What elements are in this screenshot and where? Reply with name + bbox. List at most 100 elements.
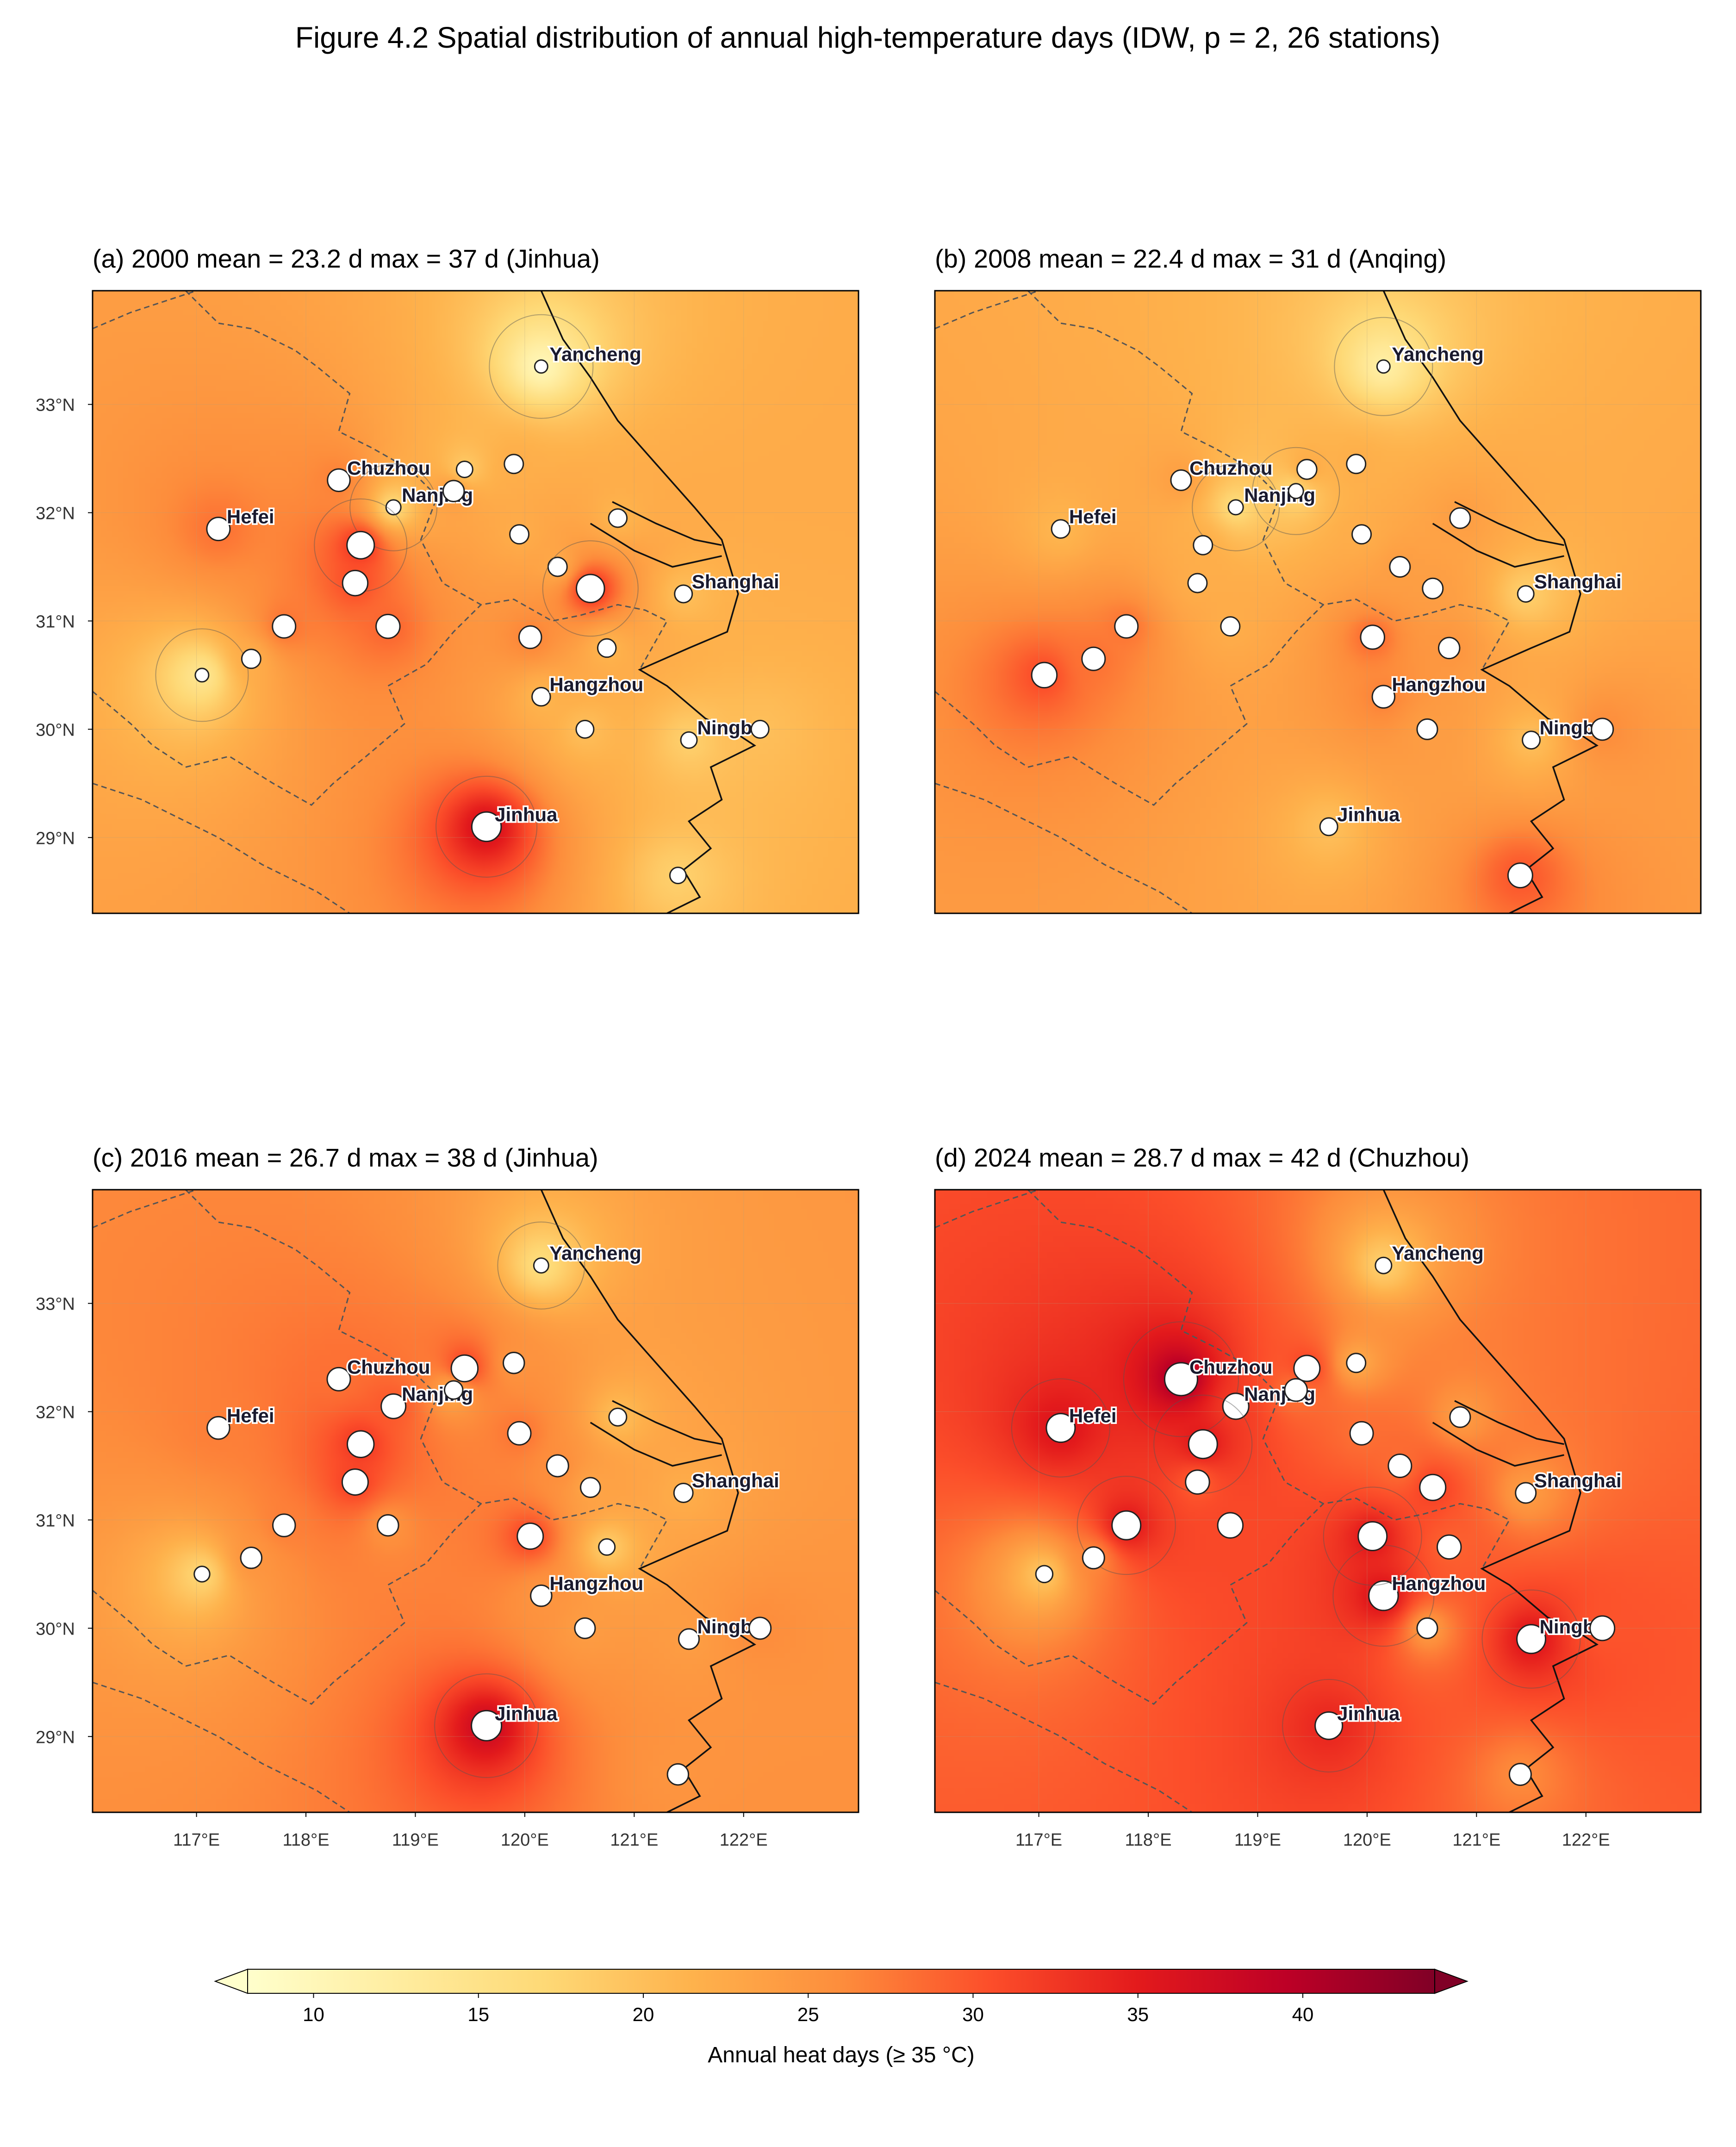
panels: (a) 2000 mean = 23.2 d max = 37 d (Jinhu… [36,244,1702,1850]
contour-ring [497,1221,585,1310]
station-marker [450,1354,479,1383]
station-label-hefei: Hefei [1069,1405,1117,1427]
yangtze-south-bank [1432,1422,1564,1467]
station-marker [443,1380,464,1400]
station-marker [1284,1378,1308,1402]
station-marker [673,1482,694,1503]
station-marker [1436,1534,1462,1560]
station-label-jinhua: Jinhua [1337,804,1400,825]
station-label-jinhua: Jinhua [495,804,558,825]
lon-tick-label: 121°E [1452,1830,1500,1850]
station-marker [327,468,351,493]
colorbar-tick-label: 40 [1292,2003,1314,2025]
station-marker [1419,1473,1447,1501]
station-label-hangzhou: Hangzhou [549,1573,643,1594]
station-marker [608,508,628,528]
station-marker [504,454,524,474]
station-marker [1035,1565,1054,1584]
contour-ring [436,775,538,878]
station-label-shanghai: Shanghai [1534,1470,1622,1492]
station-marker [1449,1406,1471,1428]
station-marker [1516,1624,1547,1654]
station-marker [680,731,698,749]
map-panel-c: (c) 2016 mean = 26.7 d max = 38 d (Jinhu… [36,1143,859,1850]
colorbar-min-extend [214,1968,248,1994]
station-marker [1288,483,1304,499]
station-label-chuzhou: Chuzhou [347,457,430,479]
station-marker [241,649,261,669]
station-marker [206,1416,230,1440]
colorbar-tick-label: 30 [962,2003,984,2025]
station-label-hefei: Hefei [227,506,274,528]
province-border [93,604,482,806]
station-marker [1296,459,1318,480]
station-label-jinhua: Jinhua [495,1703,558,1724]
station-marker [1227,499,1244,516]
colorbar-tick-label: 15 [467,2003,489,2025]
map-area-b: Yancheng Chuzhou Nanjing Hefei Shanghai Hangz… [935,291,1701,913]
station-label-yancheng: Yancheng [1392,343,1483,365]
map-area-c: YanchengChuzhouNanjingHefeiShanghaiHangz… [93,1190,859,1812]
lat-tick-label: 32°N [36,1403,75,1423]
station-marker [1376,359,1391,374]
station-marker [1522,730,1541,750]
coastline [1382,291,1599,913]
contour-ring [1011,1378,1110,1478]
lon-tick-label: 122°E [720,1830,768,1850]
colorbar-tick-label: 35 [1127,2003,1149,2025]
figure-title: Figure 4.2 Spatial distribution of annua… [295,21,1440,54]
contour-ring [155,628,249,722]
station-marker [531,687,551,707]
lat-tick-label: 30°N [36,720,75,740]
station-label-yancheng: Yancheng [549,343,641,365]
station-marker [471,811,502,843]
station-marker [385,499,402,516]
yangtze-north-bank [1454,501,1564,546]
lon-tick-label: 119°E [392,1830,439,1850]
yangtze-south-bank [1432,523,1564,568]
heat-field-b [935,291,1701,913]
map-area-a: YanchengChuzhouNanjingHefeiShanghaiHangz… [93,291,859,913]
station-marker [1508,1763,1532,1786]
panel-title-c: (c) 2016 mean = 26.7 d max = 38 d (Jinhu… [93,1143,598,1172]
station-marker [1319,817,1338,836]
province-border [185,291,668,670]
station-marker [442,480,465,502]
lon-tick-label: 121°E [610,1830,658,1850]
station-marker [1357,1521,1388,1552]
yangtze-north-bank [1454,1400,1564,1445]
station-marker [597,638,617,658]
panel-title-b: (b) 2008 mean = 22.4 d max = 31 d (Anqin… [935,244,1446,273]
contour-ring [1334,317,1433,416]
heat-field-d [935,1190,1701,1812]
colorbar-tick-label: 25 [797,2003,819,2025]
map-panel-a: (a) 2000 mean = 23.2 d max = 37 d (Jinhu… [36,244,859,914]
station-marker [1314,1711,1344,1740]
contour-ring [1481,1589,1581,1689]
station-marker [580,1477,601,1498]
station-label-jinhua: Jinhua [1337,1703,1400,1724]
station-marker [1389,555,1411,578]
yangtze-north-bank [612,501,722,546]
province-border [935,1190,1039,1229]
yangtze-south-bank [590,1422,722,1467]
colorbar: 10 15 20 25 30 35 40 Annual heat days (≥ 35 °C) [214,1968,1468,2067]
lat-tick-label: 31°N [36,612,75,631]
station-marker [1591,718,1614,741]
contour-ring [1076,1476,1176,1575]
heat-field-c [93,1190,859,1812]
coastline [540,291,756,913]
station-marker [380,1393,407,1419]
province-border [93,1503,482,1705]
station-label-hangzhou: Hangzhou [549,674,643,695]
station-marker [206,517,231,542]
colorbar-frame [247,1969,1435,1994]
station-marker [669,867,687,885]
station-marker [1437,637,1461,660]
station-marker [1351,524,1372,545]
station-marker [1220,616,1241,637]
panel-frame [934,1189,1702,1813]
station-marker [1517,585,1535,603]
station-label-shanghai: Shanghai [1534,571,1622,593]
